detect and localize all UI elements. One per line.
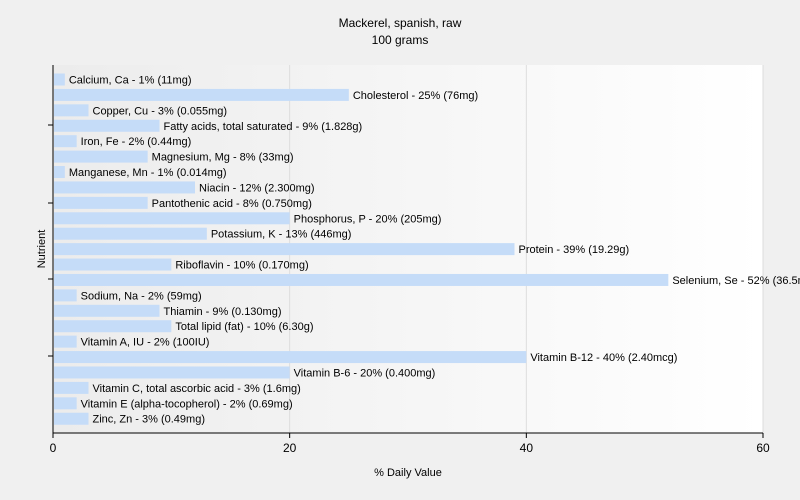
bar-label: Cholesterol - 25% (76mg) bbox=[353, 90, 478, 102]
x-axis-ticks: 0 20 40 60 bbox=[50, 433, 770, 455]
bar-label: Potassium, K - 13% (446mg) bbox=[211, 229, 352, 241]
chart-title: Mackerel, spanish, raw bbox=[339, 16, 462, 30]
bar bbox=[54, 304, 160, 317]
bar bbox=[54, 320, 172, 333]
bar-label: Copper, Cu - 3% (0.055mg) bbox=[93, 105, 228, 117]
bars bbox=[54, 73, 669, 425]
bar bbox=[54, 397, 77, 410]
bar bbox=[54, 289, 77, 302]
bar bbox=[54, 150, 148, 163]
bar-label: Zinc, Zn - 3% (0.49mg) bbox=[93, 414, 205, 426]
bar-labels: Calcium, Ca - 1% (11mg) Cholesterol - 25%… bbox=[69, 75, 800, 426]
bar bbox=[54, 135, 77, 148]
bar-label: Niacin - 12% (2.300mg) bbox=[199, 182, 315, 194]
bar-label: Phosphorus, P - 20% (205mg) bbox=[294, 213, 442, 225]
x-axis-label: % Daily Value bbox=[374, 467, 442, 479]
bar-label: Vitamin A, IU - 2% (100IU) bbox=[81, 337, 210, 349]
bar-label: Total lipid (fat) - 10% (6.30g) bbox=[175, 321, 313, 333]
bar-label: Sodium, Na - 2% (59mg) bbox=[81, 290, 202, 302]
bar-label: Vitamin C, total ascorbic acid - 3% (1.6… bbox=[93, 383, 301, 395]
y-axis-label: Nutrient bbox=[36, 230, 48, 269]
bar bbox=[54, 243, 515, 256]
x-tick-label: 40 bbox=[520, 441, 534, 455]
bar bbox=[54, 73, 65, 86]
x-tick-label: 20 bbox=[283, 441, 297, 455]
bar-label: Iron, Fe - 2% (0.44mg) bbox=[81, 136, 192, 148]
bar-label: Riboflavin - 10% (0.170mg) bbox=[175, 260, 308, 272]
bar bbox=[54, 227, 207, 240]
bar-label: Vitamin B-6 - 20% (0.400mg) bbox=[294, 367, 436, 379]
x-tick-label: 0 bbox=[50, 441, 57, 455]
bar bbox=[54, 366, 290, 379]
bar bbox=[54, 412, 89, 425]
bar bbox=[54, 196, 148, 209]
bar-label: Vitamin B-12 - 40% (2.40mcg) bbox=[530, 352, 677, 364]
bar-label: Magnesium, Mg - 8% (33mg) bbox=[152, 152, 294, 164]
bar bbox=[54, 88, 349, 101]
bar bbox=[54, 381, 89, 394]
bar-label: Fatty acids, total saturated - 9% (1.828… bbox=[164, 121, 363, 133]
bar bbox=[54, 181, 195, 194]
bar bbox=[54, 351, 527, 364]
bar-label: Thiamin - 9% (0.130mg) bbox=[164, 306, 282, 318]
bar bbox=[54, 273, 669, 286]
x-tick-label: 60 bbox=[756, 441, 770, 455]
bar bbox=[54, 119, 160, 132]
bar-label: Calcium, Ca - 1% (11mg) bbox=[69, 75, 192, 87]
bar bbox=[54, 258, 172, 271]
bar bbox=[54, 335, 77, 348]
bar-label: Pantothenic acid - 8% (0.750mg) bbox=[152, 198, 312, 210]
bar bbox=[54, 212, 290, 225]
bar-label: Manganese, Mn - 1% (0.014mg) bbox=[69, 167, 227, 179]
bar-label: Selenium, Se - 52% (36.5mcg) bbox=[672, 275, 800, 287]
y-axis-ticks bbox=[48, 124, 53, 357]
bar bbox=[54, 104, 89, 117]
bar-label: Protein - 39% (19.29g) bbox=[519, 244, 630, 256]
bar-label: Vitamin E (alpha-tocopherol) - 2% (0.69m… bbox=[81, 398, 293, 410]
chart-subtitle: 100 grams bbox=[372, 33, 429, 47]
bar bbox=[54, 166, 65, 179]
